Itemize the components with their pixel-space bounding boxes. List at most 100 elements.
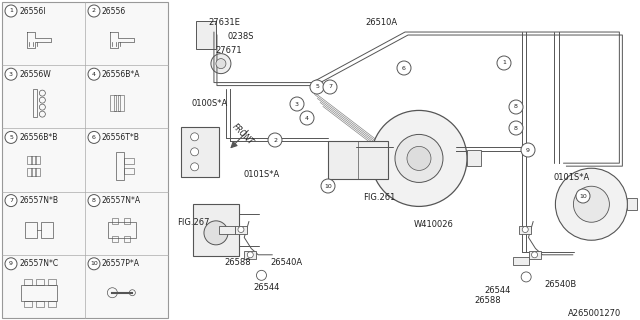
Circle shape <box>238 227 244 233</box>
Text: 26557N*A: 26557N*A <box>102 196 141 205</box>
Circle shape <box>532 252 538 258</box>
Bar <box>49 279 56 285</box>
Bar <box>118 95 124 111</box>
Bar <box>181 127 220 177</box>
Text: 26540B: 26540B <box>544 280 576 289</box>
Circle shape <box>397 61 411 75</box>
Bar <box>519 226 531 234</box>
Circle shape <box>88 132 100 143</box>
Circle shape <box>191 163 198 171</box>
Text: 10: 10 <box>324 183 332 188</box>
Text: 0101S*A: 0101S*A <box>554 173 590 182</box>
Bar <box>124 168 134 174</box>
Text: 8: 8 <box>514 125 518 131</box>
Text: 10: 10 <box>579 194 587 198</box>
Bar <box>36 279 44 285</box>
Text: W410026: W410026 <box>414 220 454 229</box>
Bar <box>124 218 131 224</box>
Circle shape <box>556 168 627 240</box>
Circle shape <box>509 100 523 114</box>
Circle shape <box>371 110 467 206</box>
Circle shape <box>268 133 282 147</box>
Text: 9: 9 <box>526 148 530 153</box>
Text: 26556T*B: 26556T*B <box>102 133 140 142</box>
Text: 26557N*B: 26557N*B <box>19 196 58 205</box>
Bar <box>124 236 131 242</box>
Text: 6: 6 <box>402 66 406 70</box>
Circle shape <box>191 133 198 141</box>
Text: 5: 5 <box>9 135 13 140</box>
Text: 0238S: 0238S <box>228 32 255 41</box>
Circle shape <box>5 132 17 143</box>
Circle shape <box>211 54 231 74</box>
Bar <box>219 226 235 234</box>
Text: 3: 3 <box>9 72 13 77</box>
Text: 1: 1 <box>9 9 13 13</box>
Circle shape <box>576 189 590 203</box>
Circle shape <box>204 221 228 245</box>
Bar <box>36 301 44 307</box>
Bar <box>31 156 36 164</box>
Bar <box>26 221 37 237</box>
Bar <box>244 251 256 259</box>
Bar <box>113 236 118 242</box>
Text: FRONT: FRONT <box>230 122 255 147</box>
Circle shape <box>247 252 253 258</box>
Circle shape <box>497 56 511 70</box>
Bar <box>513 257 529 265</box>
Bar <box>116 152 124 180</box>
Text: 10: 10 <box>90 261 98 266</box>
Circle shape <box>321 179 335 193</box>
Circle shape <box>216 59 226 68</box>
Text: 26557P*A: 26557P*A <box>102 259 140 268</box>
Text: 27671: 27671 <box>215 46 242 55</box>
Circle shape <box>88 258 100 270</box>
Circle shape <box>310 80 324 94</box>
Circle shape <box>5 195 17 207</box>
Text: 26556B*A: 26556B*A <box>102 70 141 79</box>
Text: 6: 6 <box>92 135 96 140</box>
Text: 27631E: 27631E <box>208 18 240 27</box>
Text: 3: 3 <box>295 101 299 107</box>
Bar <box>196 21 216 49</box>
Text: 26540A: 26540A <box>270 258 302 267</box>
Bar <box>33 89 37 117</box>
Text: 7: 7 <box>328 84 332 90</box>
Text: 26556W: 26556W <box>19 70 51 79</box>
Text: 26588: 26588 <box>474 296 500 305</box>
Text: 2: 2 <box>92 9 96 13</box>
Text: 26557N*C: 26557N*C <box>19 259 58 268</box>
Bar <box>110 95 116 111</box>
Circle shape <box>257 270 266 280</box>
Text: 26544: 26544 <box>253 283 280 292</box>
Bar <box>31 168 36 176</box>
Text: 9: 9 <box>9 261 13 266</box>
Text: 8: 8 <box>92 198 96 203</box>
Circle shape <box>5 258 17 270</box>
Text: 26544: 26544 <box>484 286 510 295</box>
Circle shape <box>191 148 198 156</box>
Bar <box>124 158 134 164</box>
Bar <box>28 156 33 164</box>
Text: 5: 5 <box>315 84 319 90</box>
Circle shape <box>5 5 17 17</box>
Text: A265001270: A265001270 <box>568 309 621 318</box>
Text: 1: 1 <box>502 60 506 66</box>
Text: 26556B*B: 26556B*B <box>19 133 58 142</box>
Text: 26556: 26556 <box>102 6 126 15</box>
Circle shape <box>521 143 535 157</box>
Circle shape <box>407 147 431 171</box>
Circle shape <box>573 186 609 222</box>
Text: 26556I: 26556I <box>19 6 45 15</box>
Bar <box>108 221 136 237</box>
Bar <box>49 301 56 307</box>
Text: 26588: 26588 <box>224 258 251 267</box>
Circle shape <box>522 227 528 233</box>
Circle shape <box>290 97 304 111</box>
Bar <box>21 285 58 301</box>
Text: 2: 2 <box>273 138 277 142</box>
Circle shape <box>323 80 337 94</box>
Text: 4: 4 <box>92 72 96 77</box>
Bar <box>28 168 33 176</box>
Bar <box>35 168 40 176</box>
